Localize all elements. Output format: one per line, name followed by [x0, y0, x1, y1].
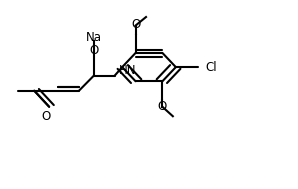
Text: Na: Na: [86, 31, 102, 44]
Text: Cl: Cl: [206, 61, 217, 74]
Text: O: O: [158, 100, 167, 113]
Text: HN: HN: [119, 64, 137, 77]
Text: O: O: [89, 44, 99, 57]
Text: O: O: [131, 18, 140, 31]
Text: O: O: [41, 110, 51, 123]
